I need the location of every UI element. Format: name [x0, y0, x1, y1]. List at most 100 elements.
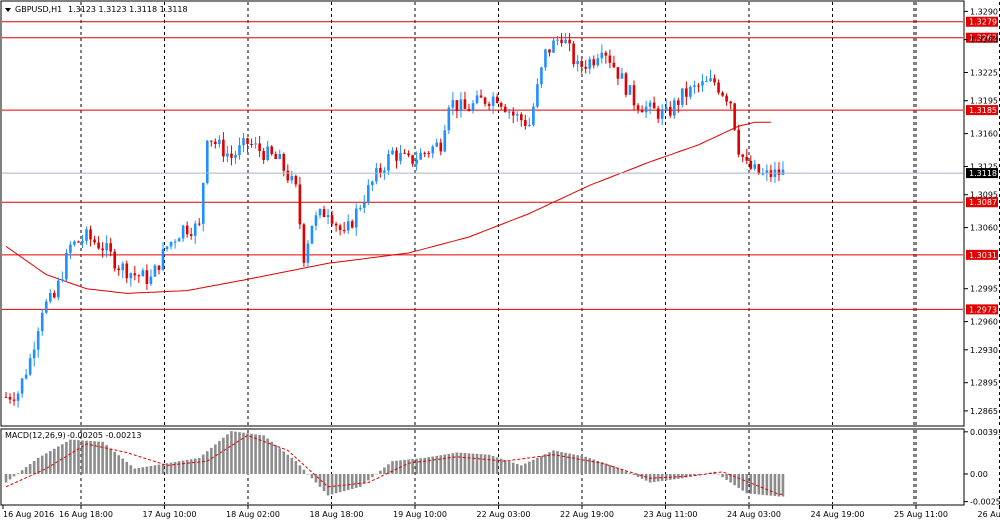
- candle-body: [431, 146, 435, 154]
- macd-bar: [375, 473, 378, 475]
- candle-body: [12, 399, 16, 401]
- macd-bar: [342, 473, 346, 492]
- candle-body: [161, 249, 165, 270]
- symbol-header[interactable]: GBPUSD,H1 1.3123 1.3123 1.3118 1.3118: [5, 5, 188, 14]
- candle-body: [97, 242, 100, 249]
- macd-bar: [153, 465, 157, 474]
- macd-bar: [197, 457, 201, 474]
- candle-body: [511, 111, 515, 116]
- candle-body: [177, 238, 181, 242]
- candle-body: [540, 67, 543, 85]
- time-tick-label: 22 Aug 03:00: [477, 510, 531, 519]
- candle-body: [407, 153, 410, 156]
- macd-bar: [479, 454, 483, 474]
- candle-body: [447, 107, 451, 131]
- macd-bar: [636, 473, 640, 477]
- candle-body: [44, 301, 48, 313]
- macd-bar: [447, 453, 451, 474]
- candle-body: [201, 182, 205, 224]
- price-tick-label: 1.3160: [970, 130, 998, 139]
- macd-bar: [169, 462, 173, 474]
- candle-body: [399, 152, 402, 161]
- candle-body: [592, 59, 596, 66]
- candle-body: [660, 109, 664, 119]
- macd-bar: [729, 473, 732, 483]
- candle-body: [181, 225, 185, 239]
- candle-body: [560, 39, 563, 44]
- macd-bar: [467, 453, 471, 474]
- candle-body: [246, 138, 249, 145]
- candle-body: [664, 106, 668, 110]
- symbol-label: GBPUSD,H1: [15, 5, 62, 14]
- candle-body: [61, 279, 64, 281]
- candle-body: [69, 244, 72, 253]
- macd-bar: [97, 441, 100, 474]
- candle-body: [77, 241, 80, 243]
- macd-bar: [564, 452, 567, 474]
- candle-body: [367, 185, 370, 203]
- candle-body: [439, 142, 443, 152]
- candle-body: [210, 140, 213, 142]
- candle-body: [169, 241, 173, 247]
- candle-body: [781, 169, 785, 175]
- level-tag: [966, 304, 998, 315]
- macd-axis: 0.00393 0.00 -0.00258: [964, 428, 1000, 507]
- candle-body: [640, 109, 644, 113]
- macd-bar: [596, 460, 600, 474]
- candle-body: [109, 243, 112, 252]
- macd-bar: [515, 464, 519, 474]
- candle-body: [749, 160, 753, 169]
- macd-bar: [89, 440, 92, 474]
- candle-body: [467, 108, 471, 111]
- macd-bar: [507, 461, 511, 474]
- macd-bar: [145, 466, 149, 474]
- macd-bar: [741, 473, 745, 491]
- candle-body: [137, 275, 141, 277]
- macd-bar: [367, 473, 370, 481]
- level-tag: [966, 16, 998, 27]
- candle-body: [681, 88, 684, 105]
- macd-bar: [556, 451, 559, 474]
- macd-series: [4, 431, 785, 497]
- candle-body: [415, 159, 418, 164]
- ohlc-values: 1.3123 1.3123 1.3118 1.3118: [68, 5, 188, 14]
- macd-bar: [600, 462, 604, 474]
- candle-body: [391, 150, 394, 155]
- macd-bar: [32, 460, 36, 474]
- macd-bar: [36, 457, 40, 474]
- candle-body: [274, 154, 278, 159]
- macd-bar: [681, 473, 684, 479]
- price-tick-label: 1.3095: [970, 191, 998, 200]
- candle-body: [65, 252, 68, 280]
- macd-bar: [93, 441, 96, 474]
- macd-bar: [697, 473, 700, 476]
- candle-body: [24, 374, 28, 379]
- macd-bar: [290, 457, 294, 474]
- macd-bar: [69, 439, 72, 474]
- collapse-triangle-icon[interactable]: [5, 8, 11, 12]
- macd-bar: [205, 451, 209, 474]
- candle-body: [495, 96, 499, 103]
- macd-bar: [632, 473, 636, 476]
- candle-body: [600, 52, 604, 59]
- macd-bar: [294, 461, 298, 474]
- candle-body: [145, 270, 149, 284]
- candle-body: [713, 78, 716, 83]
- level-tag-label: 1.2973: [969, 305, 997, 314]
- macd-bar: [189, 459, 193, 474]
- candle-body: [129, 273, 133, 279]
- macd-bar: [161, 463, 165, 474]
- macd-bar: [415, 458, 418, 474]
- macd-bar: [431, 456, 435, 474]
- price-tick-label: 1.2865: [970, 407, 998, 416]
- candle-body: [270, 146, 274, 155]
- macd-bar: [354, 473, 358, 488]
- macd-bar: [435, 455, 439, 474]
- macd-bar: [620, 469, 624, 474]
- macd-bar: [773, 473, 777, 497]
- macd-bar: [616, 467, 620, 474]
- macd-bar: [129, 465, 133, 474]
- macd-bar: [282, 451, 286, 474]
- macd-bar: [463, 453, 467, 474]
